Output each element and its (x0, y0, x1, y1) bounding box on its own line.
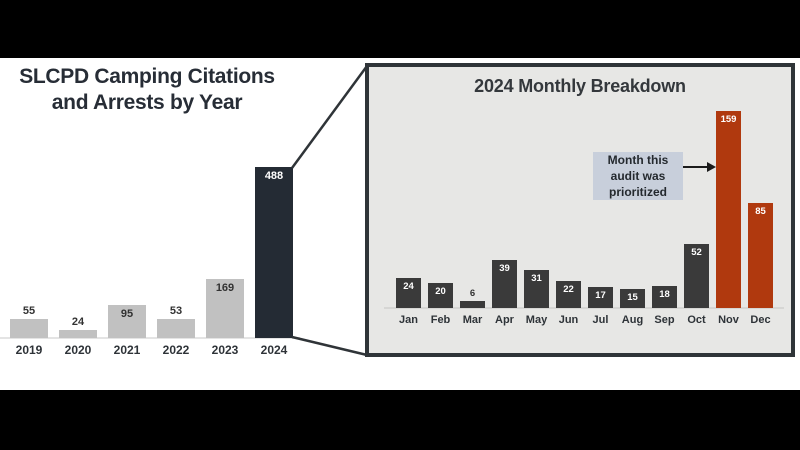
bar-value-label: 169 (215, 282, 235, 294)
axis-label-2024: 2024 (260, 343, 288, 357)
arrow-icon (683, 166, 708, 168)
bar-apr: 39 (492, 260, 517, 308)
bar-may: 31 (524, 270, 549, 308)
annotation-line2: audit was (610, 169, 666, 183)
axis-label-may: May (525, 314, 548, 326)
bar-value-label: 20 (435, 286, 446, 297)
page-title-line1: SLCPD Camping Citations (19, 65, 275, 88)
axis-label-2022: 2022 (162, 343, 190, 357)
bar-value-label: 22 (563, 284, 574, 295)
annotation-line3: prioritized (608, 185, 667, 199)
bar-jul: 17 (588, 287, 613, 308)
monthly-axis-labels: Jan Feb Mar Apr May Jun Jul Aug Sep Oct Nov Dec (396, 314, 773, 326)
axis-label-jan: Jan (399, 314, 418, 326)
axis-label-jul: Jul (592, 314, 609, 326)
axis-label-aug: Aug (621, 314, 644, 326)
axis-label-apr: Apr (495, 314, 514, 326)
bar-jan: 24 (396, 278, 421, 308)
bar-value-label: 24 (403, 281, 414, 292)
bar-value-label: 17 (595, 290, 606, 301)
axis-label-sep: Sep (654, 314, 675, 326)
bar-feb: 20 (428, 283, 453, 308)
bar-value-label: 39 (499, 263, 510, 274)
bar-2022: 53 (157, 305, 195, 338)
axis-label-2021: 2021 (113, 343, 141, 357)
bar-value-label: 53 (169, 305, 183, 317)
axis-label-jun: Jun (558, 314, 579, 326)
bar-dec: 85 (748, 203, 773, 308)
bar-2021: 95 (108, 305, 146, 338)
annotation-callout: Month this audit was prioritized (593, 152, 683, 200)
bar-value-label: 24 (71, 316, 85, 328)
bar-value-label: 85 (755, 206, 766, 217)
bar-2023: 169 (206, 279, 244, 338)
page-title-line2: and Arrests by Year (51, 91, 243, 114)
year-axis-line (0, 337, 300, 339)
bar-mar: 6 (460, 288, 485, 308)
bar-value-label: 15 (627, 292, 638, 303)
bar-nov: 159 (716, 111, 741, 308)
axis-label-dec: Dec (750, 314, 771, 326)
axis-label-feb: Feb (430, 314, 451, 326)
bar-value-label: 55 (22, 305, 36, 317)
bar-sep: 18 (652, 286, 677, 308)
axis-label-nov: Nov (718, 314, 739, 326)
bar-value-label: 52 (691, 247, 702, 258)
bar-value-label: 31 (531, 273, 542, 284)
page-title: SLCPD Camping Citations and Arrests by Y… (18, 64, 276, 116)
bar-value-label: 95 (120, 308, 134, 320)
axis-label-2019: 2019 (15, 343, 43, 357)
yearly-axis-labels: 2019 2020 2021 2022 2023 2024 (10, 343, 293, 357)
monthly-bar-chart: 24 20 6 39 31 22 17 15 18 52 159 85 (396, 108, 773, 308)
bar-2020: 24 (59, 316, 97, 338)
bar-value-label: 18 (659, 289, 670, 300)
yearly-bar-chart: 55 24 95 53 169 488 (10, 163, 293, 338)
bar-value-label: 6 (469, 288, 476, 299)
bar-value-label: 488 (264, 170, 284, 182)
arrow-head-icon (707, 162, 716, 172)
bar-value-label: 159 (720, 114, 737, 125)
month-axis-line (384, 307, 784, 309)
bar-aug: 15 (620, 289, 645, 308)
annotation-line1: Month this (607, 153, 669, 167)
axis-label-oct: Oct (687, 314, 706, 326)
bar-oct: 52 (684, 244, 709, 308)
axis-label-2023: 2023 (211, 343, 239, 357)
breakdown-title: 2024 Monthly Breakdown (474, 76, 686, 96)
bar-jun: 22 (556, 281, 581, 308)
axis-label-2020: 2020 (64, 343, 92, 357)
axis-label-mar: Mar (462, 314, 483, 326)
bar-2024: 488 (255, 167, 293, 338)
bar-2019: 55 (10, 305, 48, 338)
